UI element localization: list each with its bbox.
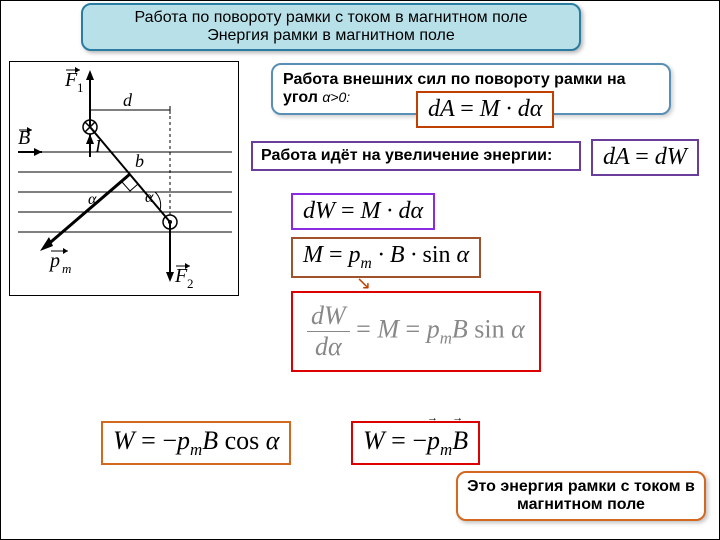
formula-dW-Mda: dW = M · dα [291, 193, 435, 230]
formula-W-pmB-vec: W = −p→mB→ [351, 421, 480, 465]
formula-dWda: dWdα = M = pmB sin α [291, 291, 541, 372]
diagram-svg: B F 1 F 2 b I d [10, 62, 240, 297]
svg-text:m: m [62, 261, 71, 276]
title-line-2: Энергия рамки в магнитном поле [93, 27, 569, 45]
text-work-external-alpha: α>0: [322, 89, 350, 105]
svg-text:d: d [123, 90, 133, 110]
svg-text:2: 2 [187, 276, 194, 291]
text-energy-increase: Работа идёт на увеличение энергии: [251, 141, 581, 171]
formula-dA-dW: dA = dW [591, 139, 699, 176]
formula-W-cos: W = −pmB cos α [101, 421, 291, 465]
title-box: Работа по повороту рамки с током в магни… [81, 3, 581, 51]
svg-text:α: α [88, 191, 97, 208]
svg-text:α: α [145, 189, 154, 206]
footer-note: Это энергия рамки с током в магнитном по… [456, 471, 706, 521]
formula-M-pmBsin: M = pm · B · sin α [291, 237, 481, 278]
svg-text:I: I [94, 136, 102, 156]
diagram: B F 1 F 2 b I d [9, 61, 239, 296]
svg-text:p: p [48, 250, 60, 272]
title-line-1: Работа по повороту рамки с током в магни… [93, 9, 569, 27]
formula-dA-Mda: dA = M · dα [416, 91, 554, 128]
svg-text:1: 1 [77, 80, 84, 95]
svg-text:b: b [135, 151, 144, 171]
